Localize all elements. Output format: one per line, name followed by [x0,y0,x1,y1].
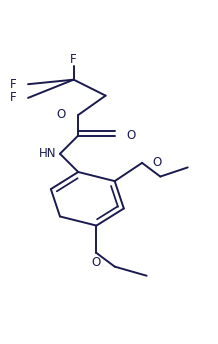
Text: F: F [10,92,17,104]
Text: O: O [126,129,135,142]
Text: F: F [70,53,77,66]
Text: O: O [152,157,162,169]
Text: O: O [92,256,101,269]
Text: F: F [10,78,17,91]
Text: HN: HN [39,147,56,160]
Text: O: O [56,108,66,121]
